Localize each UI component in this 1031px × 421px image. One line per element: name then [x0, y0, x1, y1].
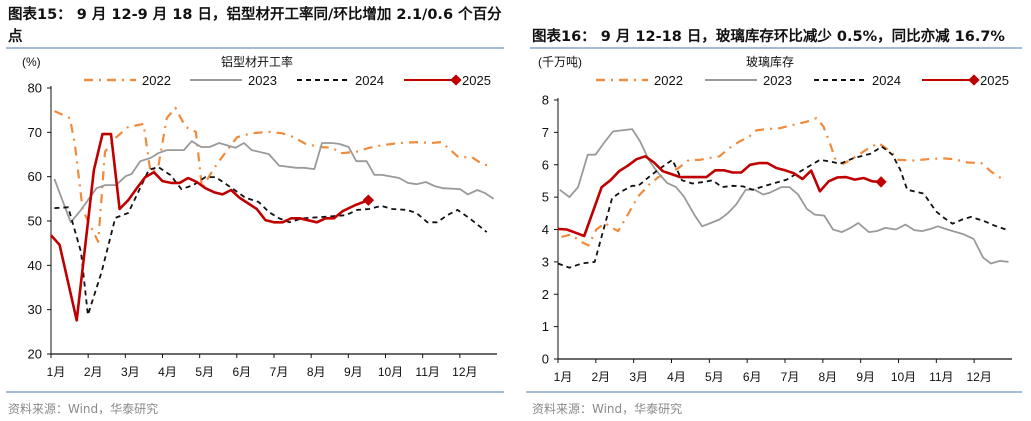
legend-label-2022: 2022 [142, 73, 171, 88]
series-line-2023 [53, 140, 495, 224]
series-line-2022 [561, 116, 1005, 247]
legend-label-2023: 2023 [763, 73, 792, 88]
x-tick-label: 2月 [591, 370, 610, 384]
right-source-note: 资料来源：Wind，华泰研究 [532, 402, 683, 416]
x-tick-label: 12月 [966, 370, 991, 384]
y-tick-label: 80 [28, 81, 42, 96]
y-tick-label: 5 [542, 190, 549, 205]
legend-marker-2025 [968, 74, 980, 86]
x-tick-label: 9月 [856, 370, 875, 384]
x-tick-label: 1月 [554, 370, 573, 384]
y-tick-label: 20 [28, 347, 42, 362]
x-tick-label: 9月 [344, 365, 363, 379]
left-source-note: 资料来源：Wind，华泰研究 [8, 402, 159, 416]
left-figure-title: 图表15： 9 月 12-9 月 18 日，铝型材开工率同/环比增加 2.1/0… [8, 4, 502, 48]
y-tick-label: 3 [542, 254, 549, 269]
y-tick-label: 50 [28, 214, 42, 229]
series-line-2025 [557, 155, 882, 238]
legend-label-2025: 2025 [462, 73, 491, 88]
x-tick-label: 11月 [929, 370, 953, 384]
left-title-divider [6, 47, 504, 49]
series-line-2024 [557, 145, 1008, 269]
left-figure-title-line2: 点 [8, 29, 23, 45]
x-tick-label: 6月 [232, 365, 251, 379]
x-tick-label: 10月 [378, 365, 403, 379]
right-title-divider [530, 47, 1022, 49]
x-tick-label: 7月 [781, 370, 800, 384]
chart-title: 铝型材开工率 [221, 54, 293, 69]
x-tick-label: 10月 [891, 370, 916, 384]
y-tick-label: 8 [542, 93, 549, 108]
x-tick-label: 3月 [629, 370, 648, 384]
legend-label-2023: 2023 [248, 73, 277, 88]
y-tick-label: 0 [542, 352, 549, 367]
x-tick-label: 8月 [307, 365, 326, 379]
y-axis-unit-label: (千万吨) [538, 55, 582, 69]
y-axis-unit-label: (%) [22, 55, 41, 69]
chart-title: 玻璃库存 [746, 54, 794, 69]
x-tick-label: 5月 [705, 370, 724, 384]
y-tick-label: 40 [28, 258, 42, 273]
series-line-2024 [54, 165, 488, 316]
series-line-2023 [559, 128, 1009, 265]
y-tick-label: 70 [28, 125, 42, 140]
x-tick-label: 4月 [158, 365, 177, 379]
x-tick-label: 5月 [195, 365, 214, 379]
x-tick-label: 6月 [743, 370, 762, 384]
y-tick-label: 7 [542, 125, 549, 140]
x-tick-label: 4月 [667, 370, 686, 384]
y-tick-label: 4 [542, 222, 549, 237]
x-tick-label: 11月 [415, 365, 439, 379]
legend-label-2025: 2025 [980, 73, 1009, 88]
x-tick-label: 8月 [818, 370, 837, 384]
x-tick-label: 3月 [121, 365, 140, 379]
y-tick-label: 6 [542, 157, 549, 172]
right-figure-title: 图表16： 9 月 12-18 日，玻璃库存环比减少 0.5%，同比亦减 16.… [532, 29, 1005, 45]
x-tick-label: 2月 [84, 365, 103, 379]
y-tick-label: 30 [28, 302, 42, 317]
series-end-marker-2025 [875, 176, 887, 188]
series-line-2025 [50, 132, 369, 322]
y-tick-label: 2 [542, 287, 549, 302]
legend-label-2022: 2022 [654, 73, 683, 88]
x-tick-label: 7月 [270, 365, 289, 379]
y-tick-label: 1 [542, 319, 549, 334]
legend-label-2024: 2024 [872, 73, 901, 88]
x-tick-label: 12月 [452, 365, 477, 379]
y-tick-label: 60 [28, 169, 42, 184]
right-source-divider [526, 391, 1022, 393]
series-line-2022 [53, 106, 493, 243]
left-source-divider [6, 391, 504, 393]
left-figure-title-line1: 图表15： 9 月 12-9 月 18 日，铝型材开工率同/环比增加 2.1/0… [8, 7, 502, 23]
series-end-marker-2025 [362, 194, 375, 206]
x-tick-label: 1月 [47, 365, 66, 379]
legend-label-2024: 2024 [355, 73, 384, 88]
